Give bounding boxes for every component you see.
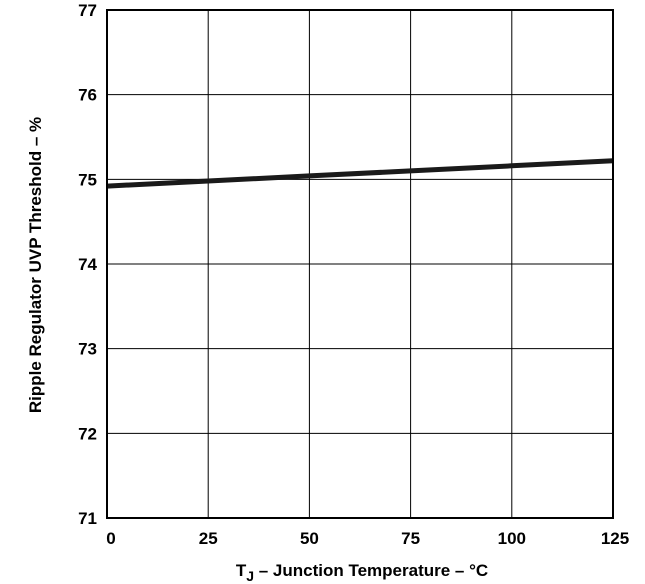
x-tick-label: 25	[199, 529, 218, 548]
x-tick-labels: 0 25 50 75 100 125	[106, 529, 629, 548]
y-tick-label: 76	[78, 86, 97, 105]
x-axis-title: TJ – Junction Temperature – °C	[236, 561, 488, 584]
x-tick-label: 75	[401, 529, 420, 548]
grid	[106, 9, 614, 519]
y-tick-label: 72	[78, 424, 97, 443]
y-axis-title: Ripple Regulator UVP Threshold – %	[26, 117, 45, 413]
x-tick-label: 50	[300, 529, 319, 548]
y-tick-label: 75	[78, 170, 97, 189]
series-line-0	[106, 158, 614, 189]
y-tick-label: 74	[78, 255, 97, 274]
plot-frame	[106, 9, 614, 519]
x-axis-title-subscript: J	[246, 568, 254, 584]
x-axis-title-symbol: T	[236, 561, 247, 580]
x-tick-label: 125	[601, 529, 629, 548]
y-tick-label: 73	[78, 340, 97, 359]
y-tick-label: 71	[78, 509, 97, 528]
x-tick-label: 0	[106, 529, 115, 548]
series-layer	[106, 158, 614, 189]
y-tick-label: 77	[78, 1, 97, 20]
x-axis-title-text: – Junction Temperature – °C	[254, 561, 488, 580]
x-tick-label: 100	[498, 529, 526, 548]
y-tick-labels: 71 72 73 74 75 76 77	[78, 1, 97, 528]
